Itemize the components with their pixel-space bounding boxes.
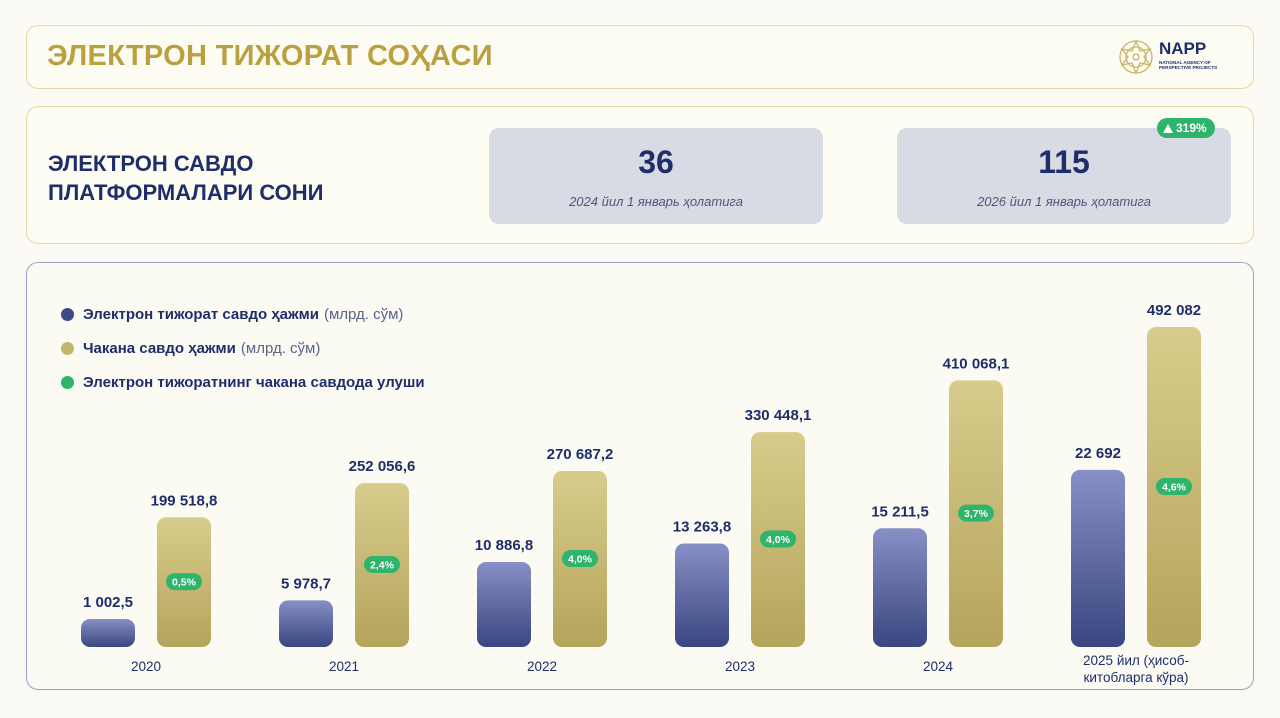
- share-label: 3,7%: [964, 508, 989, 520]
- stat-value: 36: [638, 144, 674, 180]
- bar-chart: 1 002,5 199 518,8 0,5% 2020 5 978,7 252 056,6…: [81, 302, 1201, 685]
- page-title: ЭЛЕКТРОН ТИЖОРАТ СОҲАСИ: [47, 40, 493, 72]
- share-pill: [1156, 478, 1192, 495]
- platforms-panel: ЭЛЕКТРОН САВДО ПЛАТФОРМАЛАРИ СОНИ 36 202…: [26, 106, 1254, 244]
- value-label-retail: 252 056,6: [349, 458, 416, 475]
- share-pill: [760, 530, 796, 548]
- legend-unit: (млрд. сўм): [240, 339, 321, 357]
- share-label: 2,4%: [370, 560, 395, 572]
- chart-panel: 1 002,5 199 518,8 0,5% 2020 5 978,7 252 056,6…: [26, 262, 1254, 690]
- stat-card-2026: 115 2026 йил 1 январь ҳолатига: [897, 128, 1231, 224]
- legend-label: Электрон тижоратнинг чакана савдода улуш…: [83, 373, 425, 391]
- legend-unit: (млрд. сўм): [323, 305, 404, 323]
- growth-badge-value: 319%: [1176, 121, 1207, 135]
- logo-wordmark: NAPP: [1159, 39, 1207, 58]
- value-label-retail: 270 687,2: [547, 446, 614, 463]
- bar-ecommerce: [279, 600, 333, 647]
- category-label: 2025 йил (ҳисоб-китобларга кўра): [1083, 653, 1189, 685]
- share-pill: [958, 504, 994, 522]
- stat-card-2024: 36 2024 йил 1 январь ҳолатига: [489, 128, 823, 224]
- legend-label: Чакана савдо ҳажми: [83, 339, 236, 357]
- logo-ornament-icon: [1119, 39, 1153, 75]
- bar-ecommerce: [1071, 469, 1125, 647]
- legend-dot: [61, 341, 74, 355]
- stat-caption: 2024 йил 1 январь ҳолатига: [569, 194, 743, 209]
- share-label: 4,0%: [766, 534, 791, 546]
- legend-item-ecommerce: Электрон тижорат савдо ҳажми (млрд. сўм): [61, 297, 425, 331]
- legend-item-share: Электрон тижоратнинг чакана савдода улуш…: [61, 365, 425, 399]
- legend-dot: [61, 307, 74, 321]
- platforms-title: ЭЛЕКТРОН САВДО ПЛАТФОРМАЛАРИ СОНИ: [48, 151, 324, 205]
- stat-value: 115: [1038, 144, 1090, 180]
- value-label-ecommerce: 15 211,5: [871, 503, 929, 520]
- chart-legend: Электрон тижорат савдо ҳажми (млрд. сўм)…: [61, 297, 425, 399]
- triangle-up-icon: [1163, 123, 1173, 133]
- share-pill: [562, 549, 598, 567]
- logo-subtitle: NATIONAL AGENCY OF PERSPECTIVE PROJECTS: [1159, 60, 1218, 71]
- growth-badge: 319%: [1157, 118, 1215, 138]
- value-label-retail: 410 068,1: [943, 355, 1010, 372]
- share-label: 4,0%: [568, 553, 593, 565]
- share-pill: [364, 556, 400, 574]
- legend-label: Электрон тижорат савдо ҳажми: [83, 305, 319, 323]
- value-label-ecommerce: 5 978,7: [281, 575, 331, 592]
- share-label: 4,6%: [1162, 482, 1187, 494]
- share-label: 0,5%: [172, 577, 197, 589]
- napp-logo: NAPP NATIONAL AGENCY OF PERSPECTIVE PROJ…: [1117, 37, 1235, 79]
- category-label: 2021: [329, 659, 359, 674]
- category-label: 2023: [725, 659, 755, 674]
- bar-ecommerce: [675, 543, 729, 647]
- value-label-ecommerce: 13 263,8: [673, 518, 731, 535]
- legend-dot: [61, 375, 74, 389]
- value-label-retail: 330 448,1: [745, 407, 812, 424]
- header-panel: ЭЛЕКТРОН ТИЖОРАТ СОҲАСИ NAPP NATIONAL AG…: [26, 25, 1254, 89]
- bar-ecommerce: [477, 562, 531, 647]
- value-label-ecommerce: 1 002,5: [83, 594, 133, 611]
- bar-ecommerce: [81, 619, 135, 647]
- category-label: 2024: [923, 659, 954, 674]
- value-label-retail: 492 082: [1147, 302, 1201, 319]
- value-label-retail: 199 518,8: [151, 492, 218, 509]
- share-pill: [166, 573, 202, 591]
- bar-ecommerce: [873, 528, 927, 647]
- category-label: 2020: [131, 659, 161, 674]
- value-label-ecommerce: 10 886,8: [475, 537, 533, 554]
- stat-caption: 2026 йил 1 январь ҳолатига: [977, 194, 1151, 209]
- category-label: 2022: [527, 659, 557, 674]
- legend-item-retail: Чакана савдо ҳажми (млрд. сўм): [61, 331, 425, 365]
- value-label-ecommerce: 22 692: [1075, 445, 1121, 462]
